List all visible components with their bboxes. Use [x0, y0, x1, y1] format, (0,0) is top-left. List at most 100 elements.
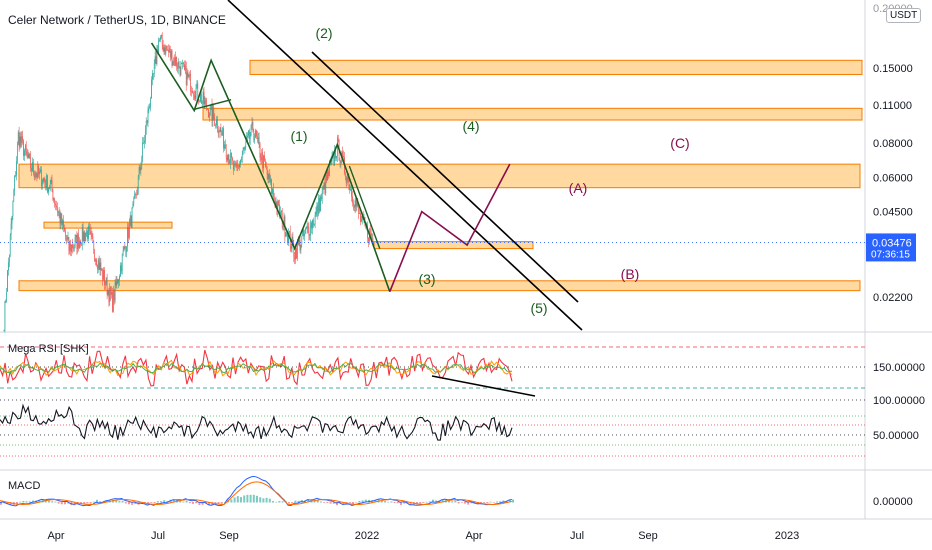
macd-histogram-bar[interactable] — [185, 500, 188, 503]
candle-body[interactable] — [125, 246, 127, 252]
candle-body[interactable] — [61, 213, 63, 226]
macd-histogram-bar[interactable] — [307, 499, 310, 503]
candle-body[interactable] — [91, 234, 93, 237]
macd-histogram-bar[interactable] — [256, 495, 258, 503]
candle-body[interactable] — [315, 211, 317, 215]
candle-body[interactable] — [108, 290, 110, 302]
macd-histogram-bar[interactable] — [32, 500, 34, 503]
candle-body[interactable] — [226, 157, 228, 160]
candle-body[interactable] — [286, 233, 288, 237]
macd-histogram-bar[interactable] — [492, 502, 495, 503]
candle-body[interactable] — [163, 47, 165, 52]
candle-body[interactable] — [155, 56, 157, 64]
candle-body[interactable] — [204, 100, 206, 105]
macd-histogram-bar[interactable] — [80, 502, 82, 504]
candle-body[interactable] — [75, 235, 77, 238]
candle-body[interactable] — [4, 301, 6, 331]
candle-body[interactable] — [121, 253, 123, 272]
candle-body[interactable] — [26, 151, 28, 155]
candle-body[interactable] — [273, 196, 275, 201]
price-tick-label[interactable]: 0.02200 — [873, 292, 913, 304]
candle-body[interactable] — [9, 235, 11, 255]
candle-body[interactable] — [360, 213, 361, 222]
candle-body[interactable] — [173, 58, 175, 62]
macd-histogram-bar[interactable] — [380, 499, 383, 503]
candle-body[interactable] — [301, 235, 303, 245]
candle-body[interactable] — [10, 223, 12, 236]
candle-body[interactable] — [95, 259, 96, 262]
candle-body[interactable] — [38, 165, 40, 174]
candle-body[interactable] — [133, 197, 135, 205]
candle-body[interactable] — [162, 44, 164, 52]
candle-body[interactable] — [96, 265, 98, 270]
macd-histogram-bar[interactable] — [467, 502, 470, 505]
candle-body[interactable] — [63, 220, 64, 228]
time-tick-label[interactable]: Sep — [638, 530, 658, 542]
macd-histogram-bar[interactable] — [19, 501, 22, 503]
candle-body[interactable] — [262, 152, 264, 169]
candle-body[interactable] — [37, 165, 39, 178]
candle-body[interactable] — [270, 179, 272, 183]
candle-body[interactable] — [307, 226, 309, 228]
candle-body[interactable] — [259, 143, 261, 158]
candle-body[interactable] — [77, 234, 79, 249]
candle-body[interactable] — [44, 180, 46, 183]
candle-body[interactable] — [287, 233, 288, 244]
candle-body[interactable] — [267, 174, 269, 180]
candle-body[interactable] — [117, 279, 119, 284]
candle-body[interactable] — [237, 165, 239, 167]
candle-body[interactable] — [131, 207, 133, 228]
candle-body[interactable] — [263, 155, 264, 169]
candle-body[interactable] — [46, 175, 48, 189]
candle-body[interactable] — [310, 222, 312, 235]
candle-body[interactable] — [122, 250, 124, 254]
macd-histogram-bar[interactable] — [128, 502, 130, 505]
zone-rect[interactable] — [202, 107, 863, 121]
candle-body[interactable] — [257, 137, 259, 139]
candle-body[interactable] — [283, 216, 285, 227]
candle-body[interactable] — [323, 182, 325, 189]
macd-histogram-bar[interactable] — [419, 502, 422, 504]
candle-body[interactable] — [181, 62, 183, 64]
candle-body[interactable] — [271, 179, 272, 194]
macd-histogram-bar[interactable] — [480, 502, 482, 504]
candle-body[interactable] — [245, 142, 247, 147]
candle-body[interactable] — [218, 131, 220, 134]
candle-body[interactable] — [256, 130, 257, 137]
candle-body[interactable] — [99, 262, 101, 270]
candle-body[interactable] — [303, 229, 304, 237]
macd-histogram-bar[interactable] — [281, 501, 284, 503]
candle-body[interactable] — [144, 140, 145, 143]
candle-body[interactable] — [202, 91, 204, 101]
candle-body[interactable] — [53, 198, 55, 201]
candle-body[interactable] — [188, 75, 190, 77]
macd-histogram-bar[interactable] — [416, 502, 418, 505]
candle-body[interactable] — [114, 281, 116, 301]
candle-body[interactable] — [242, 149, 244, 155]
candle-body[interactable] — [299, 239, 301, 251]
macd-histogram-bar[interactable] — [112, 499, 114, 503]
macd-histogram-bar[interactable] — [249, 494, 252, 503]
candle-body[interactable] — [79, 240, 80, 248]
macd-histogram-bar[interactable] — [188, 502, 191, 504]
candle-body[interactable] — [360, 219, 362, 222]
macd-histogram-bar[interactable] — [441, 499, 444, 503]
candle-body[interactable] — [200, 93, 202, 104]
candle-body[interactable] — [312, 220, 313, 229]
candle-body[interactable] — [111, 291, 112, 295]
candle-body[interactable] — [243, 148, 245, 150]
macd-histogram-bar[interactable] — [252, 494, 255, 503]
candle-body[interactable] — [113, 290, 115, 301]
candle-body[interactable] — [168, 48, 170, 53]
candle-body[interactable] — [83, 232, 85, 242]
candle-body[interactable] — [326, 174, 328, 181]
candle-body[interactable] — [166, 45, 168, 50]
candle-body[interactable] — [258, 137, 260, 144]
candle-body[interactable] — [187, 72, 189, 77]
candle-body[interactable] — [66, 238, 68, 240]
candle-body[interactable] — [56, 205, 57, 208]
candle-body[interactable] — [80, 244, 82, 246]
rsi-line[interactable] — [0, 349, 513, 387]
candle-body[interactable] — [294, 256, 296, 260]
candle-body[interactable] — [231, 152, 232, 158]
